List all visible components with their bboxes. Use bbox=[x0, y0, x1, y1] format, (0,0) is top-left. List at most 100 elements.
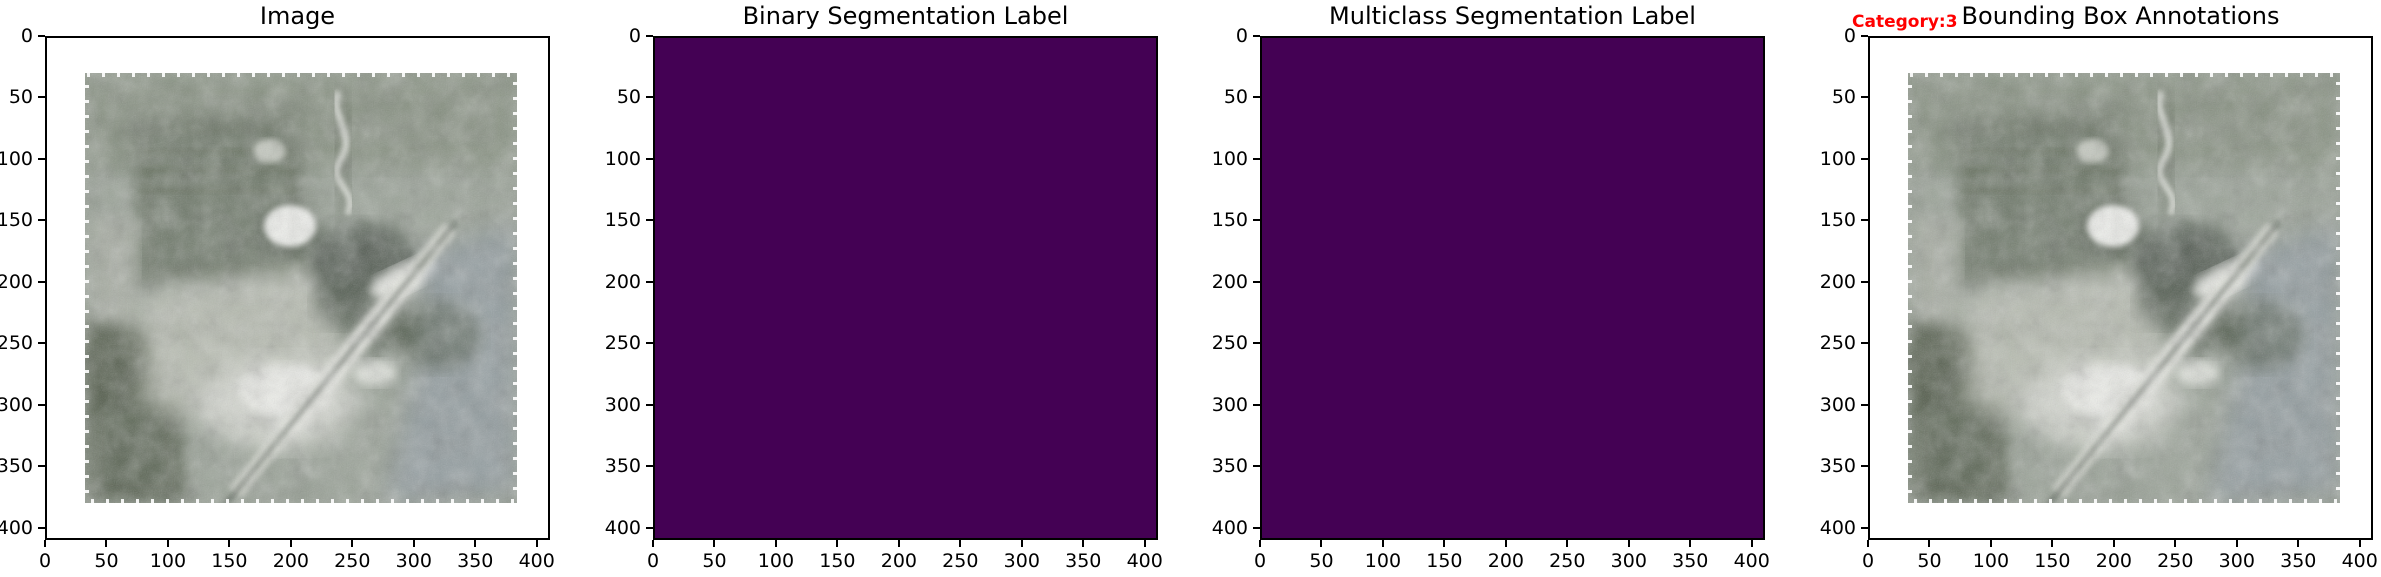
y-tick-label: 400 bbox=[604, 516, 641, 539]
subplot-image-title: Image bbox=[259, 2, 336, 30]
x-tick-mark bbox=[774, 540, 777, 547]
y-tick-mark bbox=[1861, 96, 1868, 99]
x-tick-label: 200 bbox=[1487, 550, 1524, 572]
x-tick-mark bbox=[2112, 540, 2115, 547]
subplot-binary-segmentation: Binary Segmentation Label 0 50 100 150 200 25… bbox=[605, 2, 1163, 572]
x-tick-mark bbox=[412, 540, 415, 547]
x-tick-label: 100 bbox=[1972, 550, 2010, 572]
y-tick-label: 100 bbox=[0, 147, 33, 170]
subplot-image: Image bbox=[0, 2, 555, 572]
x-tick-mark bbox=[652, 540, 654, 547]
y-tick-label: 350 bbox=[1211, 455, 1248, 478]
y-tick-label: 50 bbox=[616, 86, 641, 109]
x-tick-mark bbox=[959, 540, 962, 547]
x-tick-label: 250 bbox=[1549, 550, 1586, 572]
y-tick-mark bbox=[1861, 157, 1868, 160]
aerial-image bbox=[1908, 73, 2340, 503]
subplot-binary-title: Binary Segmentation Label bbox=[742, 2, 1069, 30]
x-tick-label: 300 bbox=[1610, 550, 1647, 572]
y-tick-mark bbox=[1253, 219, 1260, 222]
x-tick-mark bbox=[166, 540, 169, 547]
y-tick-mark bbox=[1253, 35, 1260, 37]
y-tick-label: 200 bbox=[0, 270, 33, 293]
y-tick-label: 250 bbox=[0, 332, 33, 355]
x-tick-label: 200 bbox=[272, 550, 309, 572]
y-tick-mark bbox=[1861, 526, 1868, 529]
aerial-image-svg bbox=[1908, 73, 2340, 503]
x-tick-label: 100 bbox=[1364, 550, 1402, 572]
x-tick-label: 150 bbox=[2034, 550, 2071, 572]
x-tick-mark bbox=[1082, 540, 1085, 547]
aerial-image-svg bbox=[85, 73, 517, 503]
y-tick-mark bbox=[1861, 403, 1868, 406]
x-tick-label: 0 bbox=[38, 550, 52, 572]
x-tick-label: 200 bbox=[2095, 550, 2132, 572]
subplot-bounding-box-axes: 0 50 100 150 200 250 300 350 400 0 50 100 150 200 250 3… bbox=[1820, 25, 2378, 572]
x-tick-label: 300 bbox=[2218, 550, 2255, 572]
y-tick-mark bbox=[1861, 465, 1868, 468]
subplot-image-axes: 0 50 100 150 200 250 300 350 400 0 50 100 150 200 250 3… bbox=[0, 25, 555, 572]
bbox-category-annotation: Category:3 bbox=[1852, 12, 1958, 32]
y-tick-label: 200 bbox=[604, 270, 641, 293]
subplot-multiclass-title: Multiclass Segmentation Label bbox=[1329, 2, 1696, 30]
x-tick-label: 400 bbox=[1126, 550, 1163, 572]
y-tick-mark bbox=[1861, 342, 1868, 345]
x-tick-label: 150 bbox=[211, 550, 248, 572]
y-tick-label: 350 bbox=[1819, 455, 1856, 478]
y-tick-label: 350 bbox=[0, 455, 33, 478]
y-tick-mark bbox=[38, 465, 45, 468]
x-tick-mark bbox=[1381, 540, 1384, 547]
y-tick-label: 250 bbox=[1211, 332, 1248, 355]
y-tick-mark bbox=[1253, 280, 1260, 283]
x-tick-label: 400 bbox=[2341, 550, 2378, 572]
y-tick-label: 0 bbox=[1843, 25, 1856, 47]
x-tick-mark bbox=[351, 540, 354, 547]
x-tick-label: 350 bbox=[2280, 550, 2317, 572]
x-tick-label: 50 bbox=[1917, 550, 1942, 572]
x-tick-label: 400 bbox=[1733, 550, 1770, 572]
x-tick-mark bbox=[2358, 540, 2361, 547]
x-tick-label: 50 bbox=[702, 550, 727, 572]
y-tick-label: 50 bbox=[1831, 86, 1856, 109]
y-tick-mark bbox=[38, 35, 45, 37]
x-tick-mark bbox=[2297, 540, 2300, 547]
y-tick-mark bbox=[38, 219, 45, 222]
y-tick-mark bbox=[646, 526, 653, 529]
y-tick-label: 100 bbox=[1819, 147, 1856, 170]
x-tick-mark bbox=[1989, 540, 1992, 547]
y-tick-label: 150 bbox=[0, 209, 33, 232]
y-tick-label: 300 bbox=[1819, 393, 1856, 416]
x-tick-label: 400 bbox=[518, 550, 555, 572]
x-tick-label: 100 bbox=[757, 550, 795, 572]
x-tick-label: 300 bbox=[1003, 550, 1040, 572]
y-tick-mark bbox=[38, 157, 45, 160]
y-tick-label: 0 bbox=[628, 25, 641, 47]
x-tick-mark bbox=[535, 540, 538, 547]
x-tick-mark bbox=[2174, 540, 2177, 547]
y-tick-mark bbox=[646, 35, 653, 37]
x-tick-label: 50 bbox=[94, 550, 119, 572]
x-tick-mark bbox=[1627, 540, 1630, 547]
x-tick-mark bbox=[836, 540, 839, 547]
y-tick-mark bbox=[646, 157, 653, 160]
binary-label-fill bbox=[653, 36, 1158, 540]
y-tick-mark bbox=[646, 96, 653, 99]
y-tick-mark bbox=[38, 280, 45, 283]
x-tick-mark bbox=[897, 540, 900, 547]
x-tick-label: 50 bbox=[1309, 550, 1334, 572]
y-tick-label: 50 bbox=[8, 86, 33, 109]
x-tick-mark bbox=[105, 540, 108, 547]
subplot-multiclass-segmentation: Multiclass Segmentation Label 0 50 100 150 2… bbox=[1212, 2, 1770, 572]
x-tick-mark bbox=[1928, 540, 1931, 547]
y-tick-mark bbox=[1253, 465, 1260, 468]
x-tick-mark bbox=[44, 540, 46, 547]
y-tick-mark bbox=[1253, 157, 1260, 160]
x-tick-label: 200 bbox=[880, 550, 917, 572]
y-tick-mark bbox=[38, 342, 45, 345]
y-tick-mark bbox=[1253, 342, 1260, 345]
subplot-bounding-box: Category:3 Bounding Box Annotations bbox=[1820, 2, 2378, 572]
y-tick-label: 200 bbox=[1211, 270, 1248, 293]
y-tick-mark bbox=[38, 526, 45, 529]
x-tick-label: 150 bbox=[1426, 550, 1463, 572]
